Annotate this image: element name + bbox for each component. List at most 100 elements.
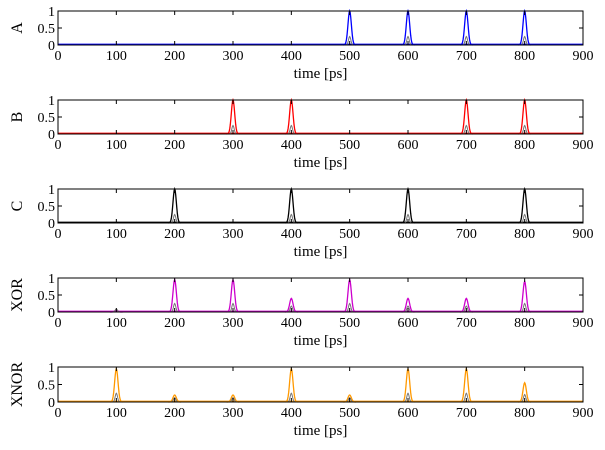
pulse-peak: [518, 279, 532, 313]
x-tick-label: 300: [223, 227, 244, 242]
x-tick-label: 100: [106, 406, 127, 421]
subplot-b: 0 100 200 300 400 500 600 700 800 900 0 0.5 1 time [p…: [9, 94, 594, 171]
x-tick-label: 700: [456, 227, 477, 242]
x-tick-label: 0: [55, 316, 62, 331]
x-axis-title: time [ps]: [294, 66, 348, 82]
pulse-peak: [284, 366, 298, 403]
y-tick-label: 0: [48, 306, 55, 321]
x-tick-label: 100: [106, 316, 127, 331]
x-tick-label: 200: [164, 316, 185, 331]
axes-frame: [57, 366, 584, 403]
pulse-peak: [401, 297, 415, 313]
x-tick-label: 100: [106, 227, 127, 242]
x-tick-label: 700: [456, 138, 477, 153]
x-tick-label: 800: [514, 316, 535, 331]
pulse-peak: [226, 277, 240, 313]
x-tick-label: 800: [514, 227, 535, 242]
pulse-peak: [284, 186, 298, 224]
x-tick-label: 0: [55, 227, 62, 242]
subplot-a: 0 100 200 300 400 500 600 700 800 900 0 0.5 1 time [p…: [9, 5, 594, 82]
x-axis-title: time [ps]: [294, 244, 348, 260]
x-tick-label: 500: [339, 316, 360, 331]
pulse-peak: [284, 297, 298, 313]
subplot-xor: 0 100 200 300 400 500 600 700 800 900 0 0.5 1 time [p…: [9, 272, 594, 349]
y-tick-label: 0: [48, 39, 55, 54]
x-tick-label: 800: [514, 406, 535, 421]
pulse-peak: [401, 366, 415, 403]
x-tick-label: 400: [281, 406, 302, 421]
x-tick-label: 900: [573, 49, 594, 64]
pulse-peak: [518, 186, 532, 224]
y-axis-title: XNOR: [9, 362, 26, 408]
y-tick-label: 1: [48, 5, 55, 20]
x-tick-label: 100: [106, 49, 127, 64]
x-tick-label: 400: [281, 316, 302, 331]
x-axis-title: time [ps]: [294, 155, 348, 171]
x-tick-label: 600: [398, 138, 419, 153]
x-tick-label: 900: [573, 138, 594, 153]
x-tick-label: 800: [514, 49, 535, 64]
axes-frame: [57, 99, 584, 135]
y-axis-title: B: [9, 112, 26, 123]
x-tick-label: 700: [456, 316, 477, 331]
pulse-peak: [168, 277, 182, 313]
y-axis-title: A: [9, 22, 26, 34]
y-tick-label: 0: [48, 128, 55, 143]
x-tick-label: 200: [164, 227, 185, 242]
pulse-peak: [459, 297, 473, 313]
pulse-peak: [343, 277, 357, 313]
pulse-peak: [459, 8, 473, 46]
x-tick-label: 0: [55, 138, 62, 153]
x-tick-label: 400: [281, 49, 302, 64]
pulse-peak: [168, 186, 182, 224]
x-tick-label: 500: [339, 227, 360, 242]
pulse-peak: [518, 8, 532, 46]
y-tick-label: 1: [48, 361, 55, 376]
y-axis-title: XOR: [9, 278, 26, 312]
pulse-peak: [226, 97, 240, 135]
pulse-peak: [401, 186, 415, 224]
x-tick-label: 300: [223, 49, 244, 64]
x-tick-label: 600: [398, 406, 419, 421]
x-tick-label: 200: [164, 138, 185, 153]
x-tick-label: 600: [398, 316, 419, 331]
x-tick-label: 600: [398, 49, 419, 64]
x-tick-label: 700: [456, 406, 477, 421]
y-tick-label: 1: [48, 183, 55, 198]
pulse-peak: [284, 97, 298, 135]
pulse-peak: [401, 8, 415, 46]
x-tick-label: 600: [398, 227, 419, 242]
y-tick-label: 0.5: [38, 111, 56, 126]
x-tick-label: 300: [223, 406, 244, 421]
y-tick-label: 0.5: [38, 289, 56, 304]
x-tick-label: 400: [281, 138, 302, 153]
pulse-peak: [343, 8, 357, 46]
x-tick-label: 900: [573, 316, 594, 331]
y-tick-label: 1: [48, 272, 55, 287]
pulse-peak: [518, 381, 532, 403]
y-tick-label: 0.5: [38, 379, 56, 394]
x-axis-title: time [ps]: [294, 333, 348, 349]
x-tick-label: 500: [339, 49, 360, 64]
x-axis-title: time [ps]: [294, 423, 348, 439]
x-tick-label: 300: [223, 138, 244, 153]
x-tick-label: 400: [281, 227, 302, 242]
y-axis-title: C: [9, 201, 26, 212]
y-tick-label: 0: [48, 396, 55, 411]
x-tick-label: 100: [106, 138, 127, 153]
subplot-xnor: 0 100 200 300 400 500 600 700 800 900 0 0.5 1 time [p…: [9, 361, 594, 439]
x-tick-label: 0: [55, 49, 62, 64]
y-tick-label: 0.5: [38, 22, 56, 37]
y-tick-label: 0.5: [38, 200, 56, 215]
x-tick-label: 800: [514, 138, 535, 153]
x-tick-label: 900: [573, 227, 594, 242]
y-tick-label: 1: [48, 94, 55, 109]
x-tick-label: 200: [164, 49, 185, 64]
x-tick-label: 700: [456, 49, 477, 64]
axes-frame: [57, 277, 584, 313]
x-tick-label: 900: [573, 406, 594, 421]
y-tick-label: 0: [48, 217, 55, 232]
x-tick-label: 500: [339, 406, 360, 421]
subplot-c: 0 100 200 300 400 500 600 700 800 900 0 0.5 1 time [p…: [9, 183, 594, 260]
